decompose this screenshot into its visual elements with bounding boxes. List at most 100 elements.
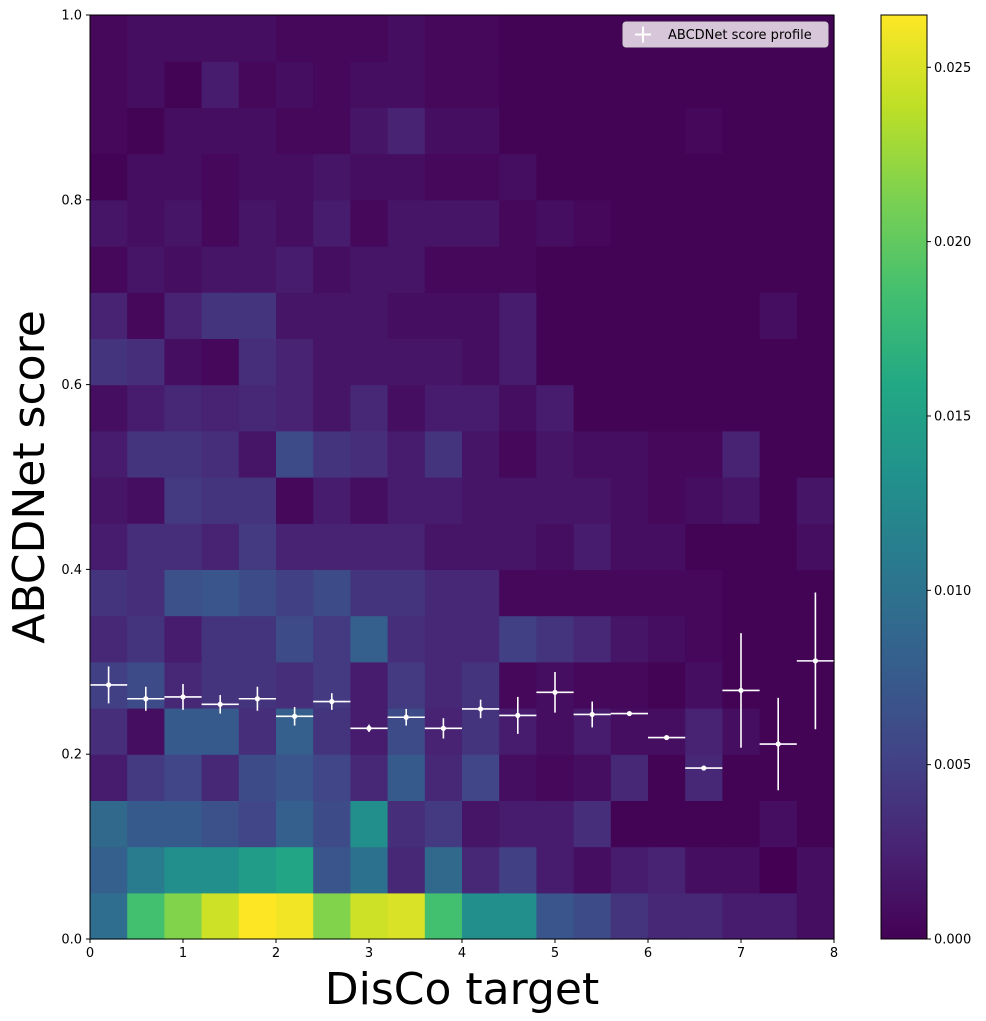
colorbar-tick-label: 0.020: [934, 235, 971, 250]
heatmap-cell: [90, 846, 128, 894]
heatmap-cell: [276, 61, 314, 108]
heatmap-cell: [610, 61, 649, 108]
heatmap-cell: [387, 153, 426, 201]
heatmap-cell: [462, 292, 500, 339]
heatmap-cell: [462, 338, 500, 386]
heatmap-cell: [127, 523, 165, 570]
colorbar-tick-label: 0.025: [934, 61, 971, 76]
heatmap-cell: [201, 846, 240, 894]
heatmap-cell: [796, 477, 835, 524]
heatmap-cell: [350, 615, 389, 663]
heatmap-cell: [685, 569, 723, 617]
heatmap-cell: [127, 199, 165, 247]
heatmap-cell: [462, 15, 500, 62]
y-axis: 0.0 0.2 0.4 0.6 0.8 1.0: [61, 9, 90, 948]
heatmap-cell: [424, 292, 463, 339]
heatmap-cell: [424, 569, 463, 617]
heatmap-cell: [350, 661, 389, 709]
heatmap-cell: [201, 246, 240, 293]
heatmap-cell: [536, 523, 575, 570]
profile-point: [626, 710, 633, 717]
colorbar-ticks: 0.000 0.005 0.010 0.015 0.020 0.025: [927, 61, 971, 948]
heatmap-cell: [127, 569, 165, 617]
heatmap-cell: [759, 61, 798, 108]
x-tick-label: 5: [551, 946, 559, 961]
heatmap-cell: [90, 292, 128, 339]
heatmap-cell: [164, 292, 203, 339]
heatmap-cell: [685, 153, 723, 201]
colorbar-tick-label: 0.015: [934, 409, 971, 424]
heatmap-cell: [90, 246, 128, 293]
heatmap-cell: [350, 800, 389, 848]
heatmap-cell: [201, 107, 240, 155]
heatmap-cell: [276, 569, 314, 617]
heatmap-cell: [685, 708, 723, 755]
heatmap-cell: [573, 338, 612, 386]
heatmap-cell: [610, 384, 649, 432]
profile-point: [515, 712, 521, 718]
heatmap-cell: [350, 246, 389, 293]
heatmap-cell: [387, 61, 426, 108]
heatmap-cell: [648, 199, 686, 247]
heatmap-cell: [424, 800, 463, 848]
profile-point: [143, 696, 149, 702]
heatmap-cell: [424, 153, 463, 201]
heatmap-cell: [462, 384, 500, 432]
heatmap-cell: [201, 153, 240, 201]
heatmap-cell: [536, 846, 575, 894]
heatmap-cell: [350, 846, 389, 894]
heatmap-cell: [759, 107, 798, 155]
heatmap-cell: [127, 292, 165, 339]
heatmap-cell: [499, 430, 537, 478]
heatmap-cell: [573, 569, 612, 617]
heatmap-cell: [610, 199, 649, 247]
profile-point: [329, 698, 335, 705]
heatmap-cell: [238, 61, 277, 108]
heatmap-cell: [610, 153, 649, 201]
heatmap-cell: [685, 754, 723, 801]
heatmap-cell: [90, 615, 128, 663]
heatmap-cell: [499, 15, 537, 62]
heatmap-cell: [313, 477, 351, 524]
heatmap-cell: [722, 846, 761, 894]
heatmap-cell: [164, 615, 203, 663]
heatmap-cell: [573, 800, 612, 848]
heatmap-cell: [238, 754, 277, 801]
x-tick-label: 4: [458, 946, 466, 961]
heatmap-cell: [201, 708, 240, 755]
heatmap-cell: [573, 61, 612, 108]
profile-point: [738, 687, 744, 694]
heatmap-cell: [462, 754, 500, 801]
heatmap-cell: [610, 800, 649, 848]
x-tick-label: 8: [830, 946, 838, 961]
heatmap-cell: [685, 661, 723, 709]
heatmap-cell: [462, 846, 500, 894]
heatmap-cell: [648, 153, 686, 201]
heatmap-cell: [796, 61, 835, 108]
heatmap-cell: [276, 523, 314, 570]
heatmap-cell: [313, 569, 351, 617]
heatmap-cell: [424, 430, 463, 478]
profile-point: [254, 696, 260, 702]
heatmap-cell: [573, 615, 612, 663]
heatmap-cell: [127, 246, 165, 293]
heatmap-cell: [685, 430, 723, 478]
heatmap-cell: [90, 199, 128, 247]
heatmap-cell: [759, 199, 798, 247]
x-axis-title: DisCo target: [325, 964, 599, 1015]
heatmap-cell: [313, 384, 351, 432]
heatmap-cell: [350, 523, 389, 570]
heatmap-cell: [350, 61, 389, 108]
x-tick-label: 0: [86, 946, 94, 961]
heatmap-cell: [685, 384, 723, 432]
heatmap-cell: [127, 800, 165, 848]
heatmap-cell: [313, 338, 351, 386]
profile-point: [106, 682, 112, 688]
colorbar-tick-label: 0.000: [934, 933, 971, 948]
heatmap-cell: [536, 430, 575, 478]
heatmap-cell: [796, 199, 835, 247]
heatmap-cell: [648, 107, 686, 155]
x-tick-label: 3: [365, 946, 373, 961]
heatmap-cell: [238, 338, 277, 386]
